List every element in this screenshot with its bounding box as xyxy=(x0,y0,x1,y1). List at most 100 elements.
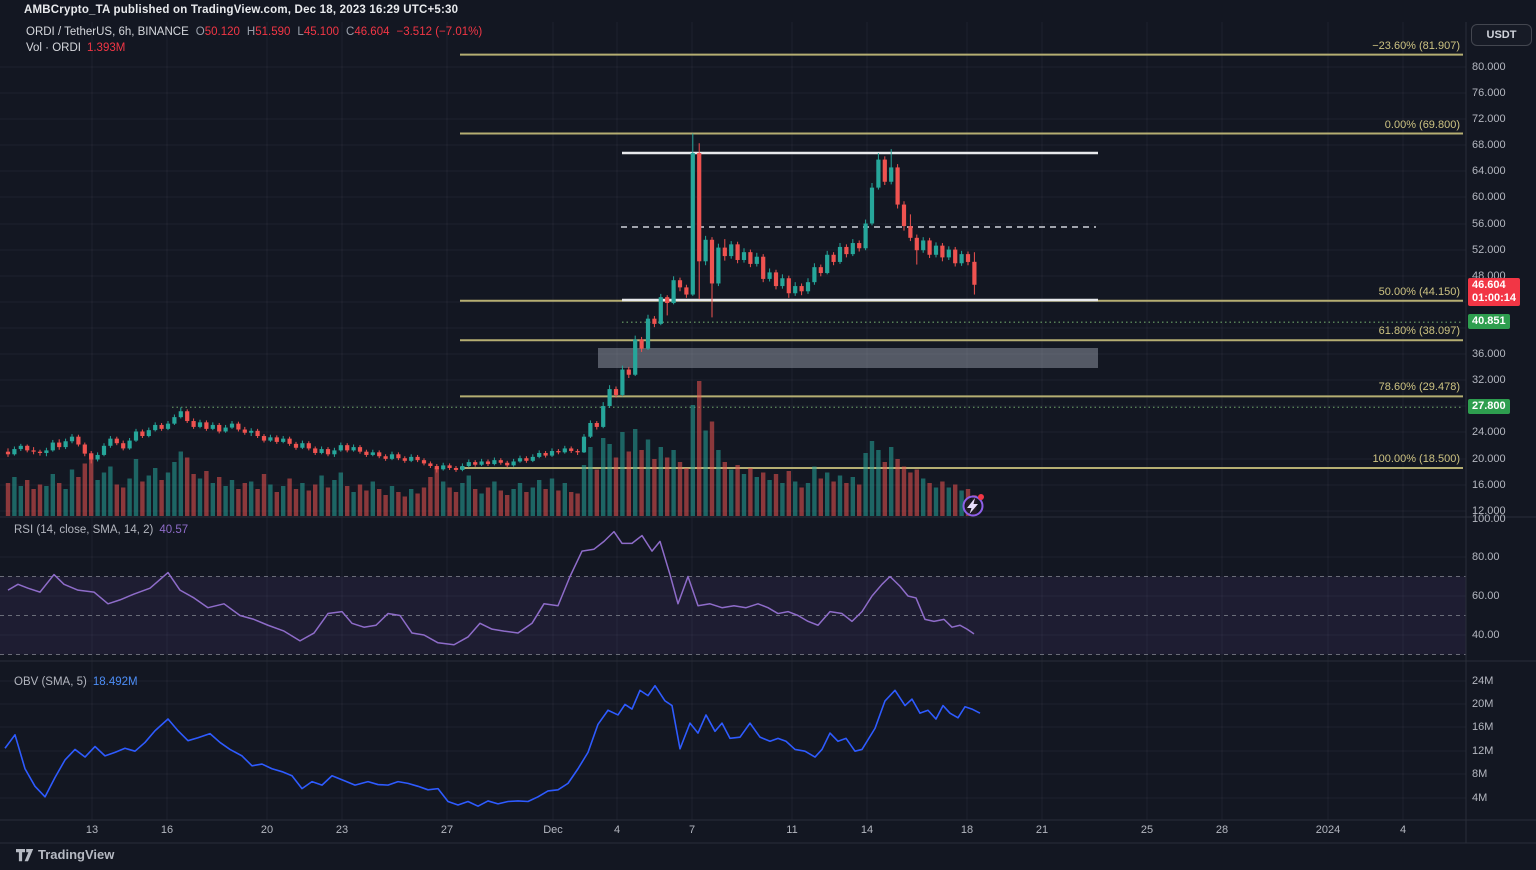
volume-bar xyxy=(844,483,849,516)
candle-body xyxy=(223,427,228,432)
currency-toggle-button[interactable]: USDT xyxy=(1471,24,1532,46)
candle-body xyxy=(153,424,158,431)
tradingview-brand-text[interactable]: TradingView xyxy=(38,847,115,862)
candle-body xyxy=(959,254,964,264)
volume-bar xyxy=(383,495,388,516)
candle-body xyxy=(639,339,644,349)
candle-body xyxy=(383,456,388,459)
obv-tick-label: 16M xyxy=(1472,721,1494,733)
candle-body xyxy=(121,443,126,449)
candle-body xyxy=(492,460,497,465)
candle-body xyxy=(421,460,427,464)
candle-body xyxy=(729,244,734,257)
volume-bar xyxy=(921,478,926,516)
volume-bar xyxy=(165,472,171,516)
volume-bar xyxy=(370,481,375,516)
volume-bar xyxy=(473,489,478,516)
volume-bar xyxy=(498,490,503,516)
volume-bar xyxy=(543,489,548,516)
candle-body xyxy=(191,421,196,427)
candle-body xyxy=(837,246,843,262)
obv-tick-label: 12M xyxy=(1472,745,1494,757)
candle-body xyxy=(530,456,535,461)
candle-body xyxy=(293,443,299,448)
volume-bar xyxy=(191,474,196,516)
volume-bar xyxy=(716,450,721,516)
candle-body xyxy=(101,445,107,455)
obv-legend[interactable]: OBV (SMA, 5) 18.492M xyxy=(14,676,138,688)
volume-bar xyxy=(908,472,913,516)
candle-body xyxy=(690,153,695,295)
volume-bar xyxy=(793,481,798,516)
volume-bar xyxy=(882,462,887,516)
candle-body xyxy=(460,466,465,470)
tradingview-logo-icon[interactable] xyxy=(16,849,34,862)
volume-bar xyxy=(703,430,708,516)
volume-bar xyxy=(658,447,663,516)
volume-bar xyxy=(594,469,599,516)
volume-bar xyxy=(76,477,81,516)
price-tick-label: 24.000 xyxy=(1472,426,1506,438)
volume-bar xyxy=(850,477,855,516)
candle-body xyxy=(850,243,855,255)
candle-body xyxy=(204,422,209,429)
volume-bar xyxy=(95,480,100,516)
volume-bar xyxy=(530,487,535,516)
price-tick-label: 68.000 xyxy=(1472,139,1506,151)
volume-bar xyxy=(959,490,964,516)
symbol-legend[interactable]: ORDI / TetherUS, 6h, BINANCE O50.120 H51.5… xyxy=(26,26,482,38)
candle-body xyxy=(300,443,305,448)
price-tick-label: 32.000 xyxy=(1472,374,1506,386)
volume-bar xyxy=(274,492,279,516)
volume-bar xyxy=(645,439,651,516)
candle-body xyxy=(50,442,55,451)
volume-bar xyxy=(31,489,36,516)
candle-body xyxy=(185,411,190,422)
candle-body xyxy=(127,440,132,449)
volume-bar xyxy=(748,468,753,516)
candle-body xyxy=(313,448,318,453)
volume-bar xyxy=(121,487,126,516)
volume-bar xyxy=(255,489,260,516)
volume-bar xyxy=(613,457,619,516)
volume-bar xyxy=(556,490,561,516)
candle-body xyxy=(569,448,574,452)
volume-bar xyxy=(767,480,772,516)
candle-body xyxy=(364,451,369,455)
candle-countdown: 01:00:14 xyxy=(1472,292,1517,304)
candle-body xyxy=(511,461,516,466)
volume-bar xyxy=(460,483,465,516)
volume-bar xyxy=(146,475,151,516)
volume-legend[interactable]: Vol · ORDI 1.393M xyxy=(26,42,125,54)
candle-body xyxy=(178,411,183,418)
rsi-legend[interactable]: RSI (14, close, SMA, 14, 2) 40.57 xyxy=(14,524,188,536)
volume-bar xyxy=(799,487,804,516)
volume-bar xyxy=(697,381,702,516)
rsi-tick-label: 80.00 xyxy=(1472,551,1500,563)
candle-body xyxy=(89,453,94,460)
volume-bar xyxy=(287,478,292,516)
time-tick-label: 27 xyxy=(440,824,454,836)
volume-bar xyxy=(741,474,747,516)
candle-body xyxy=(396,454,401,459)
fib-level-label: 100.00% (18.500) xyxy=(1372,452,1460,465)
candle-body xyxy=(479,461,484,465)
volume-bar xyxy=(505,495,510,516)
candle-body xyxy=(18,445,23,450)
obv-tick-label: 8M xyxy=(1472,768,1488,780)
candle-body xyxy=(428,463,433,467)
volume-bar xyxy=(293,489,299,516)
volume-bar xyxy=(517,483,523,516)
candle-body xyxy=(370,452,375,455)
candle-body xyxy=(217,424,222,432)
volume-bar xyxy=(639,450,644,516)
candle-body xyxy=(633,339,638,375)
candle-body xyxy=(786,278,791,294)
volume-bar xyxy=(812,466,817,516)
candle-body xyxy=(447,465,452,468)
volume-bar xyxy=(63,489,68,516)
candle-body xyxy=(863,223,868,249)
candle-body xyxy=(594,422,599,427)
candle-body xyxy=(876,159,881,188)
